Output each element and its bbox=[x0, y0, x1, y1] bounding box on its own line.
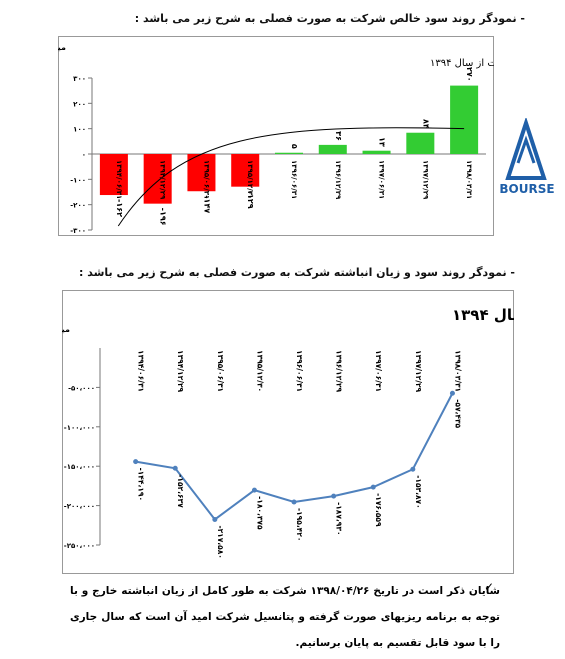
x-tick-label: ۱۳۹۷/۱۲/۲۹ bbox=[414, 350, 423, 393]
data-label: -۱۸۰،۳۷۵ bbox=[255, 496, 264, 530]
x-tick-label: ۱۳۹۶/۱۲/۲۹ bbox=[334, 160, 342, 200]
data-label: ۱۳ bbox=[378, 137, 387, 147]
y-tick-label: -۲۰۰ bbox=[70, 202, 86, 210]
data-label: -۱۲۹ bbox=[246, 191, 255, 209]
bar bbox=[362, 150, 391, 154]
x-tick-label: ۱۳۹۵/۰۶/۳۱ bbox=[202, 160, 210, 199]
heading: - نمودگر روند سود خالص شرکت به صورت فصلی… bbox=[134, 12, 525, 25]
y-axis-label: میلیون ریال bbox=[62, 325, 70, 334]
bar bbox=[406, 132, 435, 154]
y-tick-label: -۲۵۰،۰۰۰ bbox=[64, 542, 95, 550]
x-tick-label: ۱۳۹۷/۰۶/۳۱ bbox=[374, 350, 383, 392]
y-tick-label: ۱۰۰ bbox=[73, 126, 86, 134]
y-tick-label: ۰ bbox=[82, 151, 86, 159]
data-label: -۱۴۷ bbox=[202, 195, 211, 213]
chart-title: روند شش ماهه حرکت سود خالص به ازای هر سه… bbox=[430, 58, 494, 69]
x-tick-label: ۱۳۹۷/۱۲/۲۹ bbox=[421, 160, 429, 200]
check-icon: ✓ bbox=[484, 580, 495, 594]
x-tick-label: ۱۳۹۴/۱۲/۲۹ bbox=[159, 160, 167, 200]
point bbox=[410, 466, 416, 472]
x-tick-label: ۱۳۹۷/۰۶/۳۱ bbox=[378, 160, 386, 199]
logo: BOURSE bbox=[499, 118, 555, 196]
bar bbox=[318, 144, 347, 154]
logo-mark bbox=[516, 135, 536, 164]
data-label: -۲۱۷،۵۸۰ bbox=[216, 525, 225, 558]
x-tick-label: ۱۳۹۸/۰۳/۳۱ bbox=[453, 350, 462, 392]
x-tick-label: ۱۳۹۴/۰۶/۳۱ bbox=[137, 350, 146, 392]
y-axis-label: میلیون ریال bbox=[58, 43, 66, 52]
bar bbox=[187, 154, 216, 192]
bar bbox=[450, 85, 479, 154]
x-tick-label: ۱۳۹۵/۰۶/۳۱ bbox=[216, 350, 225, 392]
x-tick-label: ۱۳۹۶/۰۶/۳۱ bbox=[290, 160, 298, 199]
point bbox=[133, 459, 139, 465]
data-label: ۸۴ bbox=[421, 119, 430, 129]
y-tick-label: -۱۰۰،۰۰۰ bbox=[64, 424, 95, 432]
bar bbox=[274, 152, 304, 154]
data-label: -۱۸۷،۹۳۰ bbox=[335, 502, 344, 535]
data-label: -۵۷،۴۳۵ bbox=[453, 399, 462, 428]
y-tick-label: -۱۰۰ bbox=[70, 176, 86, 184]
data-label: -۱۹۶ bbox=[159, 208, 168, 226]
x-tick-label: ۱۳۹۶/۱۲/۲۹ bbox=[335, 350, 344, 393]
chart: روند شش ماهه حرکت سود خالص به ازای هر سه… bbox=[58, 36, 494, 236]
point bbox=[370, 484, 376, 490]
point bbox=[172, 465, 178, 471]
x-tick-label: ۱۳۹۶/۰۶/۳۱ bbox=[295, 350, 304, 392]
point bbox=[331, 493, 337, 499]
y-tick-label: -۲۰۰،۰۰۰ bbox=[64, 503, 95, 511]
point bbox=[449, 390, 455, 396]
y-tick-label: ۳۰۰ bbox=[73, 75, 86, 83]
data-label: -۱۶۲ bbox=[115, 199, 124, 217]
y-tick-label: -۳۰۰ bbox=[70, 227, 86, 235]
x-tick-label: ۱۳۹۵/۱۲/۳۰ bbox=[255, 350, 264, 392]
heading: - نمودگر روند سود و زیان انباشته شرکت به… bbox=[79, 266, 515, 279]
data-label: -۱۹۵،۴۲۰ bbox=[295, 508, 304, 541]
data-label: ۳۶ bbox=[334, 131, 343, 141]
note: شایان ذکر است در تاریخ ۱۳۹۸/۰۴/۲۶ شرکت ب… bbox=[70, 585, 500, 649]
logo-text: BOURSE bbox=[499, 182, 554, 196]
y-tick-label: ۲۰۰ bbox=[73, 100, 86, 108]
data-label: -۱۷۶،۵۵۹ bbox=[374, 493, 383, 527]
x-tick-label: ۱۳۹۴/۱۲/۲۹ bbox=[176, 350, 185, 393]
trend-line bbox=[117, 127, 465, 227]
y-tick-label: -۵۰،۰۰۰ bbox=[68, 384, 95, 392]
data-label: -۱۵۳،۸۷۰ bbox=[414, 475, 423, 508]
logo-mark bbox=[505, 118, 547, 180]
x-tick-label: ۱۳۹۸/۰۳/۳۱ bbox=[465, 160, 473, 199]
data-label: ۵ bbox=[290, 144, 299, 149]
y-tick-label: -۱۵۰،۰۰۰ bbox=[64, 463, 95, 471]
point bbox=[291, 499, 297, 505]
point bbox=[251, 487, 257, 493]
point bbox=[212, 516, 218, 522]
data-label: ۲۷۰ bbox=[465, 67, 474, 82]
chart-frame bbox=[62, 290, 514, 574]
x-tick-label: ۱۳۹۵/۱۲/۳۰ bbox=[246, 160, 254, 199]
bar bbox=[231, 154, 260, 187]
x-tick-label: ۱۳۹۴/۰۶/۳۱ bbox=[115, 160, 123, 199]
data-label: -۱۵۲،۶۳۷ bbox=[176, 474, 185, 508]
bar bbox=[143, 154, 172, 204]
bar bbox=[99, 154, 128, 196]
data-label: -۱۴۴،۱۹۰ bbox=[137, 468, 146, 501]
